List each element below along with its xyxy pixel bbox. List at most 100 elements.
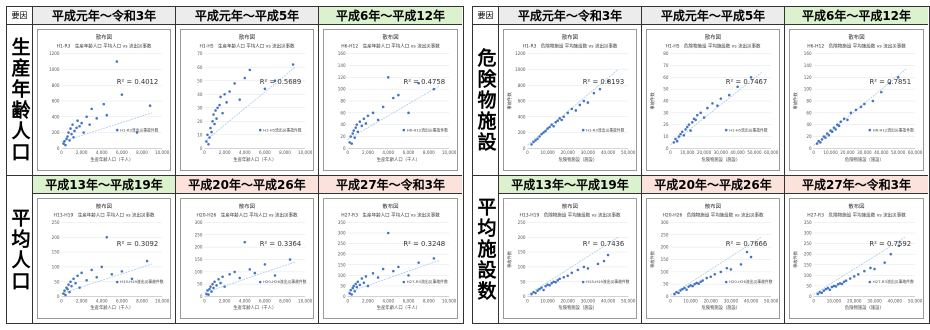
- y-tick-label: 80: [806, 99, 812, 104]
- data-point: [360, 124, 364, 128]
- chart-cell-r5: 平成20年～平成26年 散布図 H20-H26 危険物施設 平均施設数 vs 流出災…: [642, 175, 785, 323]
- chart-subtitle: H20-H26 危険物施設 平均施設数 vs 流出災事数: [663, 212, 764, 219]
- chart-cell-r2: 平成元年～平成5年 散布図 H1-H5 危険物施設 平均施設数 vs 流出災事数 0 1…: [642, 7, 785, 175]
- data-point: [830, 130, 834, 134]
- data-point: [110, 273, 114, 276]
- data-point: [90, 268, 93, 272]
- y-tick-label: 100: [52, 264, 60, 269]
- data-point: [826, 286, 830, 290]
- data-point: [210, 290, 213, 293]
- data-point: [550, 281, 553, 285]
- data-point: [417, 261, 420, 264]
- data-point: [677, 135, 681, 138]
- data-point: [364, 122, 368, 125]
- y-tick-label: 160: [804, 51, 812, 56]
- data-point: [352, 129, 356, 132]
- factor-header: 要因: [473, 7, 499, 25]
- chart-subtitle: H6-H12 生産年齢人口 平均人口 vs 流出災事数: [341, 43, 440, 50]
- scatter-svg: 散布図 H6-H12 危険物施設 平均施設数 vs 流出災事数 0 20 40 60 80 1…: [792, 33, 923, 163]
- data-point: [233, 270, 236, 274]
- chart-subtitle: H1-R3 生産年齢人口 平均人口 vs 流出災事数: [57, 43, 152, 50]
- legend-marker: [868, 128, 872, 132]
- data-point: [689, 284, 692, 287]
- trendline: [670, 236, 762, 296]
- data-point: [78, 286, 81, 289]
- data-point: [76, 274, 79, 278]
- x-tick-label: 0: [346, 150, 349, 155]
- scatter-svg: 散布図 H27-R3 生産年齢人口 平均人口 vs 流出災事数 0 50 100 150 2…: [338, 202, 457, 311]
- data-point: [897, 244, 901, 247]
- x-tick-label: 10,000: [442, 150, 457, 155]
- x-tick-label: 0: [669, 298, 672, 303]
- data-point: [534, 291, 537, 295]
- data-point: [675, 139, 679, 143]
- y-tick-label: 100: [195, 269, 203, 274]
- data-point: [869, 266, 872, 270]
- data-point: [838, 282, 842, 285]
- data-point: [706, 106, 709, 110]
- data-point: [834, 285, 838, 288]
- data-point: [725, 266, 729, 270]
- y-tick-label: 1000: [515, 67, 526, 72]
- y-tick-label: 800: [518, 83, 526, 88]
- data-point: [685, 288, 688, 291]
- chart-cell-r4: 平成13年～平成19年 散布図 H13-H19 危険物施設 平均施設数 vs 流出災…: [499, 175, 642, 323]
- legend-label: H20-H26流出災事故件数: [263, 279, 307, 284]
- data-point: [120, 93, 124, 96]
- data-point: [556, 278, 559, 282]
- x-tick-label: 2,000: [362, 150, 374, 155]
- data-point: [90, 107, 93, 111]
- legend-label: H1-R3流出災事故件数: [120, 127, 158, 132]
- x-tick-label: 0: [526, 150, 529, 155]
- data-point: [351, 286, 354, 290]
- y-tick-label: 70: [663, 63, 669, 68]
- data-point: [530, 292, 533, 296]
- data-point: [550, 123, 553, 126]
- data-point: [85, 115, 88, 119]
- y-tick-label: 50: [197, 282, 203, 287]
- data-point: [105, 113, 109, 117]
- legend-label: H1-H5流出災事故件数: [263, 127, 302, 132]
- y-tick-label: 150: [338, 262, 346, 267]
- x-tick-label: 20,000: [561, 150, 576, 155]
- chart-subtitle: H20-H26 生産年齢人口 平均人口 vs 流出災事数: [197, 212, 298, 219]
- y-tick-label: 800: [52, 83, 60, 88]
- data-point: [548, 284, 551, 287]
- chart-title: 散布図: [848, 202, 864, 210]
- data-point: [63, 289, 66, 292]
- x-tick-label: 0: [812, 298, 815, 303]
- y-tick-label: 600: [52, 99, 60, 104]
- data-point: [562, 275, 565, 279]
- data-point: [695, 281, 698, 285]
- data-point: [70, 284, 73, 288]
- x-tick-label: 50,000: [621, 150, 636, 155]
- y-tick-label: 200: [518, 130, 526, 135]
- y-tick-label: 400: [52, 114, 60, 119]
- y-tick-label: 200: [195, 245, 203, 250]
- data-point: [716, 104, 719, 107]
- y-axis-label: 事故件数: [649, 250, 656, 268]
- x-tick-label: 6,000: [116, 150, 128, 155]
- y-tick-label: 140: [804, 63, 812, 68]
- trendline: [61, 263, 153, 294]
- data-point: [699, 111, 702, 115]
- data-point: [536, 137, 539, 141]
- x-tick-label: 20,000: [704, 298, 719, 303]
- y-tick-label: 200: [52, 130, 60, 135]
- data-point: [72, 135, 75, 139]
- data-point: [221, 275, 224, 279]
- x-tick-label: 40,000: [874, 150, 889, 155]
- chart-cell-l6: 平成27年～令和3年 散布図 H27-R3 生産年齢人口 平均人口 vs 流出災事数…: [319, 175, 462, 323]
- data-point: [392, 269, 395, 273]
- legend-label: H6-H12流出災事故件数: [873, 127, 914, 132]
- data-point: [697, 282, 700, 285]
- data-point: [854, 108, 858, 112]
- y-tick-label: 50: [663, 87, 669, 92]
- y-tick-label: 300: [338, 231, 346, 236]
- x-tick-label: 40,000: [744, 298, 759, 303]
- legend-marker: [402, 128, 406, 132]
- y-tick-label: 200: [338, 252, 346, 257]
- data-point: [69, 127, 72, 130]
- scatter-chart: 散布図 H27-R3 生産年齢人口 平均人口 vs 流出災事数 0 50 100 150 2…: [323, 198, 458, 319]
- data-point: [358, 283, 362, 287]
